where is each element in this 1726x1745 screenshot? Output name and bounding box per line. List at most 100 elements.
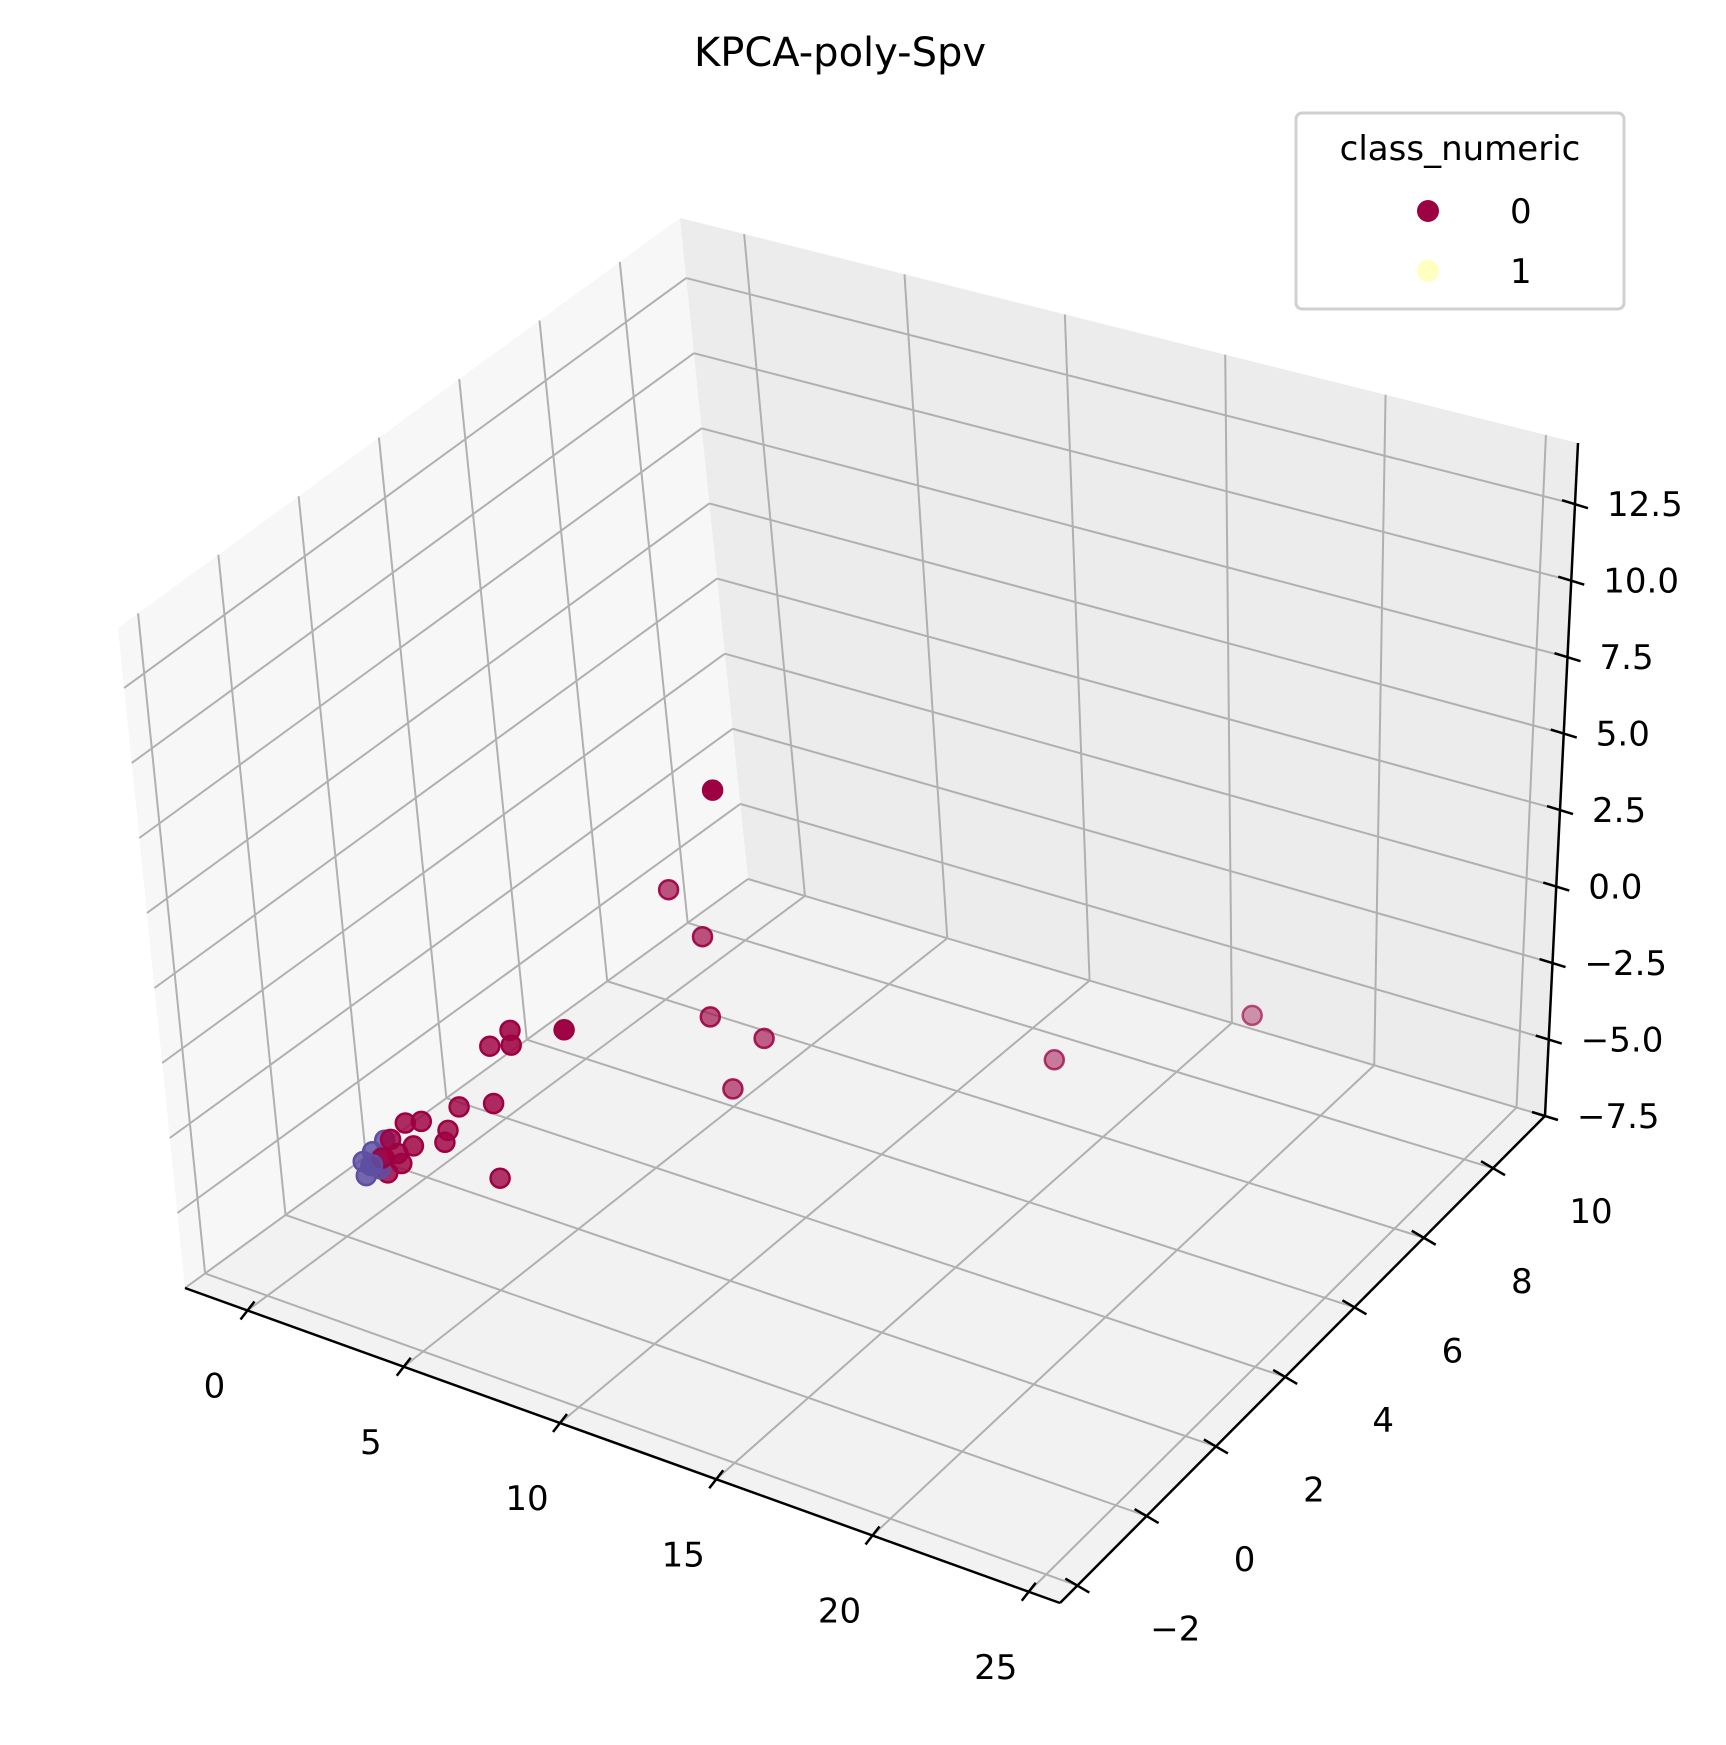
- y-tick-label: 4: [1372, 1401, 1394, 1441]
- grid-line-z-left: [176, 803, 741, 1214]
- y-tick-mark: [1133, 1507, 1160, 1525]
- x-tick-mark: [239, 1300, 256, 1321]
- x-tick-mark: [552, 1413, 568, 1433]
- data-point-class-0: [699, 1006, 722, 1028]
- grid-line-y-wall: [618, 261, 689, 923]
- chart-title: KPCA-poly-Spv: [694, 30, 986, 76]
- x-axis-line: [184, 1286, 1061, 1605]
- grid-line-y-floor: [446, 1097, 1286, 1378]
- z-tick-mark: [1539, 957, 1566, 969]
- grid-line-z-back: [747, 878, 1546, 1117]
- x-tick-mark: [395, 1356, 412, 1377]
- data-point-class-0: [394, 1112, 417, 1134]
- data-point-class-0: [391, 1152, 413, 1175]
- pane-floor: [185, 879, 1545, 1603]
- x-tick-mark: [864, 1525, 881, 1546]
- pane-left-wall: [118, 218, 748, 1288]
- data-point-class-0: [553, 1019, 575, 1041]
- grid-line-z-left: [184, 878, 749, 1289]
- z-tick-mark: [1531, 1110, 1559, 1122]
- data-point-class-0: [479, 1035, 501, 1057]
- z-tick-label: 0.0: [1588, 868, 1642, 908]
- grid-line-x-wall: [903, 274, 949, 939]
- z-tick-label: −5.0: [1581, 1021, 1664, 1061]
- z-axis-line: [1543, 442, 1580, 1117]
- grid-line-z-left: [131, 352, 695, 764]
- data-point-class-0: [434, 1131, 456, 1154]
- grid-line-x-wall: [1063, 314, 1091, 981]
- data-point-class-0: [500, 1034, 522, 1056]
- x-tick-label: 5: [360, 1423, 382, 1463]
- grid-line-y-floor: [204, 1272, 1078, 1587]
- x-tick-label: 15: [662, 1535, 705, 1575]
- y-tick-mark: [1411, 1229, 1437, 1246]
- legend-marker-0: [1417, 200, 1439, 222]
- grid-line-z-left: [146, 502, 710, 914]
- legend: class_numeric 0 1: [1294, 111, 1626, 311]
- z-tick-label: 2.5: [1592, 791, 1646, 831]
- grid-line-x-floor: [715, 1022, 1233, 1480]
- grid-line-x-floor: [403, 937, 948, 1368]
- z-tick-mark: [1550, 728, 1578, 739]
- grid-line-y-floor: [365, 1155, 1217, 1448]
- grid-line-x-wall: [1515, 434, 1547, 1108]
- grid-line-z-left: [153, 577, 718, 989]
- grid-line-x-wall: [1224, 354, 1233, 1023]
- z-tick-label: 5.0: [1596, 715, 1650, 755]
- grid-line-z-back: [732, 727, 1553, 965]
- z-tick-mark: [1561, 498, 1589, 510]
- z-tick-label: 10.0: [1603, 562, 1679, 602]
- grid-line-z-left: [123, 277, 687, 689]
- z-tick-mark: [1542, 881, 1570, 892]
- y-tick-mark: [1480, 1160, 1506, 1177]
- data-point-class-0: [701, 779, 724, 801]
- legend-marker-1: [1417, 260, 1439, 282]
- grid-line-z-back: [739, 802, 1550, 1041]
- pane-back-wall: [680, 218, 1578, 1116]
- z-tick-mark: [1546, 804, 1574, 816]
- z-tick-label: −7.5: [1577, 1097, 1660, 1137]
- grid-lines: [123, 233, 1576, 1593]
- grid-line-y-floor: [526, 1038, 1355, 1309]
- data-point-class-0: [722, 1078, 744, 1100]
- legend-title: class_numeric: [1340, 129, 1581, 169]
- grid-line-y-wall: [538, 320, 609, 982]
- data-point-class-1: [355, 1164, 378, 1187]
- grid-line-x-floor: [559, 979, 1091, 1424]
- y-tick-label: −2: [1150, 1610, 1200, 1650]
- data-point-class-0: [482, 1092, 505, 1115]
- grid-line-x-wall: [743, 233, 806, 897]
- data-point-class-0: [1241, 1004, 1263, 1027]
- x-tick-mark: [708, 1469, 725, 1490]
- grid-line-z-back: [685, 277, 1576, 506]
- y-tick-mark: [1272, 1368, 1298, 1385]
- data-points: [352, 779, 1263, 1189]
- grid-line-z-back: [716, 577, 1561, 812]
- grid-line-y-floor: [285, 1214, 1147, 1517]
- grid-line-z-left: [161, 652, 726, 1064]
- y-tick-label: 8: [1511, 1262, 1533, 1302]
- y-axis-line: [1059, 1115, 1546, 1604]
- y-tick-mark: [1341, 1299, 1368, 1316]
- y-tick-label: 10: [1569, 1192, 1612, 1232]
- legend-label-1: 1: [1510, 252, 1532, 292]
- grid-line-x-floor: [1028, 1106, 1518, 1593]
- data-point-class-0: [448, 1096, 470, 1118]
- x-tick-label: 0: [204, 1367, 226, 1407]
- tick-labels: 0 5 10 15 20 25 −2 0 2 4 6 8 10 −7.5 −5.0 −2.5 0.0 2.5 5.0…: [204, 485, 1683, 1688]
- z-tick-mark: [1557, 575, 1585, 586]
- grid-line-x-floor: [871, 1064, 1375, 1537]
- y-tick-label: 0: [1234, 1540, 1256, 1580]
- grid-line-z-back: [693, 352, 1572, 582]
- z-tick-label: 7.5: [1600, 638, 1654, 678]
- y-tick-label: 6: [1442, 1331, 1464, 1371]
- data-point-class-0: [489, 1167, 511, 1189]
- grid-line-y-wall: [458, 378, 528, 1040]
- y-tick-label: 2: [1303, 1471, 1325, 1511]
- grid-line-z-left: [138, 427, 703, 839]
- y-tick-mark: [1064, 1577, 1090, 1594]
- grid-line-y-wall: [217, 554, 287, 1216]
- grid-line-y-wall: [377, 437, 448, 1099]
